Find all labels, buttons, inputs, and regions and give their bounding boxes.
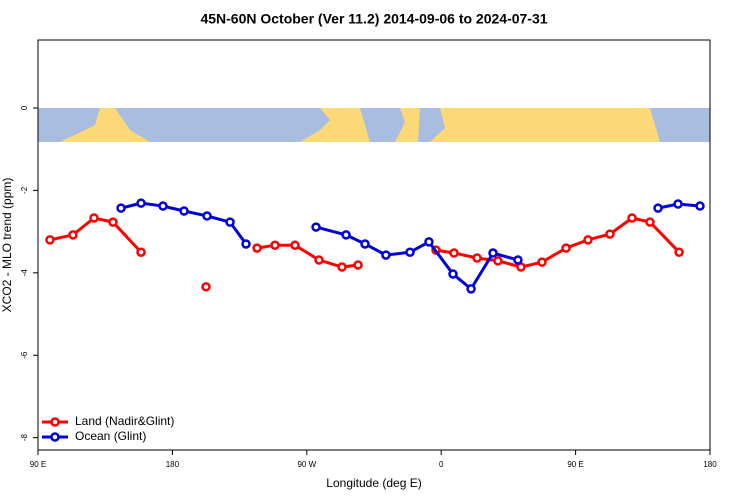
legend-marker <box>50 432 60 442</box>
data-point <box>537 257 547 267</box>
y-tick-label: -4 <box>20 269 29 277</box>
data-point <box>466 284 476 294</box>
x-tick-label: 0 <box>439 460 444 469</box>
x-tick-label: 90 E <box>30 460 46 469</box>
data-point <box>270 240 280 250</box>
data-point <box>561 243 571 253</box>
y-tick-label: -8 <box>20 434 29 442</box>
data-point <box>116 203 126 213</box>
data-point <box>653 203 663 213</box>
map-ocean <box>38 108 100 142</box>
series-line <box>315 225 519 292</box>
legend-marker <box>50 417 60 427</box>
data-point <box>583 235 593 245</box>
map-ocean <box>650 108 710 142</box>
data-point <box>290 240 300 250</box>
legend-label: Ocean (Glint) <box>75 429 146 443</box>
data-point <box>202 211 212 221</box>
data-point <box>136 198 146 208</box>
data-point <box>673 199 683 209</box>
map-ocean <box>418 108 445 142</box>
data-point <box>513 255 523 265</box>
data-point <box>314 255 324 265</box>
x-axis-label: Longitude (deg E) <box>326 476 421 490</box>
y-tick-label: -6 <box>20 351 29 359</box>
data-point <box>158 201 168 211</box>
data-point <box>695 201 705 211</box>
data-point <box>341 230 351 240</box>
data-point <box>493 256 503 266</box>
data-point <box>353 260 363 270</box>
data-point <box>136 247 146 257</box>
data-point <box>488 248 498 258</box>
plot-frame <box>37 39 711 451</box>
data-point <box>201 282 211 292</box>
data-point <box>337 262 347 272</box>
data-point <box>45 235 55 245</box>
data-point <box>674 247 684 257</box>
data-point <box>89 213 99 223</box>
y-axis-label: XCO2 - MLO trend (ppm) <box>0 178 14 313</box>
map-band <box>38 108 710 142</box>
data-point <box>405 247 415 257</box>
data-point <box>108 217 118 227</box>
data-point <box>627 213 637 223</box>
data-point <box>311 222 321 232</box>
data-point <box>179 206 189 216</box>
data-point <box>360 239 370 249</box>
legend-label: Land (Nadir&Glint) <box>75 414 174 428</box>
data-point <box>68 230 78 240</box>
y-tick-label: -2 <box>20 186 29 194</box>
x-tick-label: 90 E <box>567 460 583 469</box>
data-point <box>472 253 482 263</box>
data-point <box>225 217 235 227</box>
data-point <box>252 243 262 253</box>
data-point <box>448 269 458 279</box>
data-point <box>424 237 434 247</box>
data-point <box>449 248 459 258</box>
chart-title: 45N-60N October (Ver 11.2) 2014-09-06 to… <box>200 11 547 27</box>
map-ocean <box>115 108 330 142</box>
data-point <box>381 250 391 260</box>
y-tick-label: 0 <box>20 105 29 110</box>
x-tick-label: 180 <box>703 460 717 469</box>
data-point <box>605 229 615 239</box>
data-point <box>241 239 251 249</box>
x-tick-label: 90 W <box>297 460 316 469</box>
map-ocean <box>360 108 405 142</box>
x-tick-label: 180 <box>166 460 180 469</box>
data-point <box>645 217 655 227</box>
